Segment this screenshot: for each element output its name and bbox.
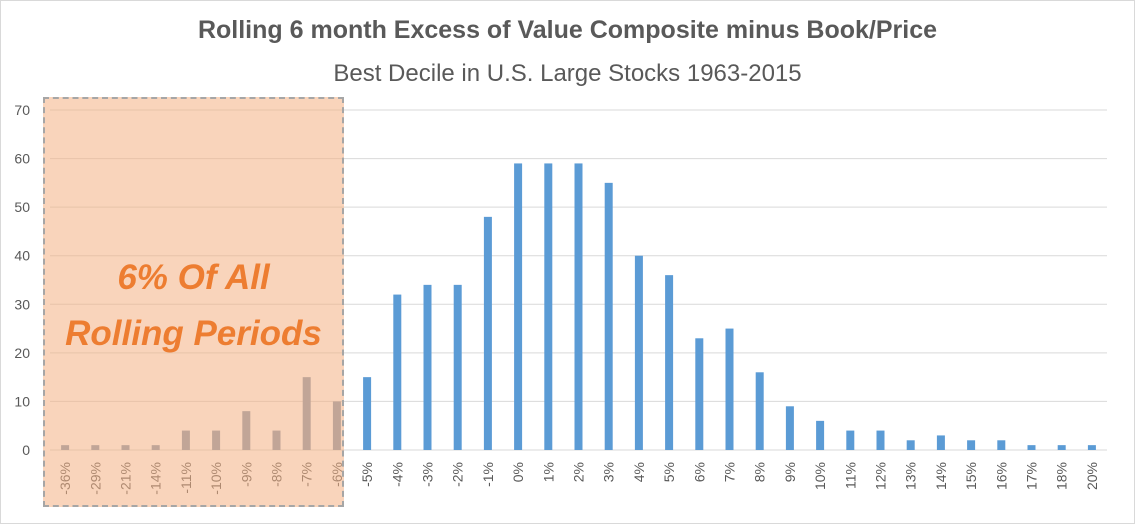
bar [755, 372, 764, 450]
x-tick-label: 15% [963, 462, 979, 490]
y-tick-label: 10 [14, 393, 30, 409]
bar [695, 338, 704, 450]
x-tick-label: 4% [631, 462, 647, 482]
x-tick-label: 6% [691, 462, 707, 482]
bar [1027, 445, 1036, 450]
x-tick-label: 1% [540, 462, 556, 482]
bar [906, 440, 915, 450]
bar [423, 284, 432, 450]
x-tick-label: 11% [842, 462, 858, 489]
y-tick-label: 0 [22, 442, 30, 458]
y-tick-label: 30 [14, 296, 30, 312]
bar [544, 163, 553, 450]
x-tick-label: 10% [812, 462, 828, 490]
bar [363, 377, 372, 450]
y-tick-label: 50 [14, 199, 30, 215]
x-tick-label: 12% [873, 462, 889, 490]
highlight-annotation: 6% Of All Rolling Periods [43, 250, 344, 362]
x-tick-label: 8% [752, 462, 768, 482]
bar [997, 440, 1006, 450]
bar [665, 275, 674, 450]
x-tick-label: 7% [722, 462, 738, 482]
bar [876, 430, 885, 450]
bar [483, 216, 492, 450]
x-tick-label: -3% [420, 462, 436, 487]
bar [936, 435, 945, 450]
x-tick-label: -1% [480, 462, 496, 487]
y-tick-label: 60 [14, 151, 30, 167]
bar [846, 430, 855, 450]
x-tick-label: 20% [1084, 462, 1100, 490]
chart-title: Rolling 6 month Excess of Value Composit… [197, 16, 938, 44]
highlight-region [43, 97, 344, 507]
bar [785, 406, 794, 450]
bar [816, 420, 825, 450]
bar [725, 328, 734, 450]
bar [453, 284, 462, 450]
x-tick-label: -5% [359, 462, 375, 487]
y-tick-label: 20 [14, 345, 30, 361]
x-tick-label: 0% [510, 462, 526, 482]
bar [604, 182, 613, 450]
x-tick-label: 2% [571, 462, 587, 482]
bar [393, 294, 402, 450]
x-tick-label: 14% [933, 462, 949, 490]
bar [634, 255, 643, 450]
x-tick-label: 13% [903, 462, 919, 490]
chart-subtitle: Best Decile in U.S. Large Stocks 1963-20… [333, 60, 802, 87]
bar [574, 163, 583, 450]
y-tick-label: 70 [14, 102, 30, 118]
x-tick-label: 17% [1024, 462, 1040, 490]
x-tick-label: -2% [450, 462, 466, 487]
x-tick-label: 16% [993, 462, 1009, 490]
bar [514, 163, 523, 450]
x-tick-label: 18% [1054, 462, 1070, 490]
annotation-line-1: 6% Of All [117, 258, 270, 297]
bar [967, 440, 976, 450]
x-tick-label: -4% [389, 462, 405, 487]
y-tick-label: 40 [14, 248, 30, 264]
x-tick-label: 3% [601, 462, 617, 482]
x-tick-label: 9% [782, 462, 798, 482]
annotation-line-2: Rolling Periods [65, 314, 322, 353]
bar [1087, 445, 1096, 450]
bar [1057, 445, 1066, 450]
y-axis: 0 10 20 30 40 50 60 70 [14, 102, 30, 458]
x-tick-label: 5% [661, 462, 677, 482]
